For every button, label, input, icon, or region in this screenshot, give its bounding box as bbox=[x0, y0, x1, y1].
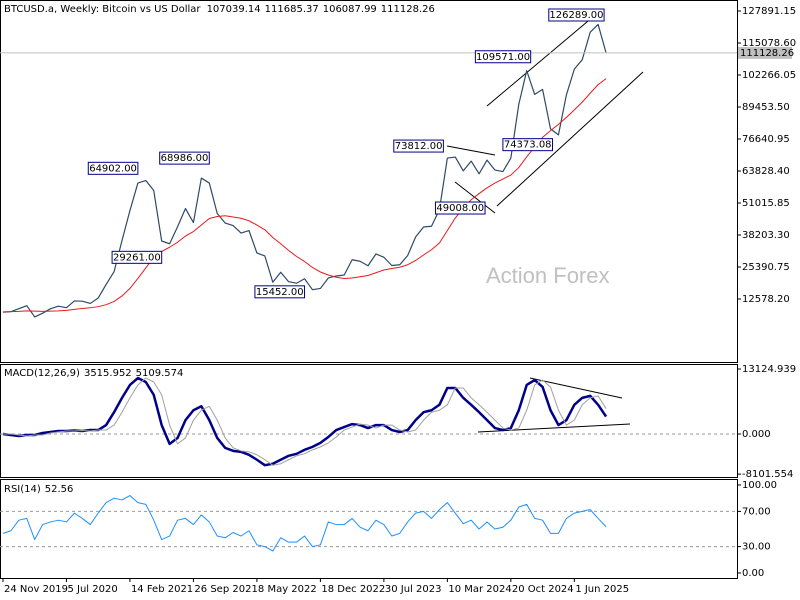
rsi-title: RSI(14) bbox=[4, 484, 41, 495]
series-group bbox=[2, 23, 607, 318]
close: 111128.26 bbox=[381, 4, 435, 15]
price-annotation: 73812.00 bbox=[395, 141, 443, 152]
series-line bbox=[2, 23, 607, 318]
price-annotation-box bbox=[159, 151, 210, 165]
channel-upper bbox=[486, 10, 601, 107]
rsi-value: 52.56 bbox=[45, 484, 74, 495]
price-annotation-box bbox=[548, 8, 605, 22]
low: 106087.99 bbox=[323, 4, 377, 15]
series-group bbox=[2, 495, 607, 552]
price-annotation-box bbox=[254, 285, 306, 299]
y-tick-label: 102266.05 bbox=[742, 70, 796, 81]
x-tick-label: 10 Mar 2024 bbox=[448, 584, 511, 595]
y-tick-label: 0.000 bbox=[742, 429, 771, 440]
x-tick-label: 8 May 2022 bbox=[258, 584, 317, 595]
series-line bbox=[2, 377, 607, 466]
x-tick-label: 30 Jul 2023 bbox=[385, 584, 442, 595]
y-tick-label: 12578.20 bbox=[742, 294, 790, 305]
y-tick-label: 115078.60 bbox=[742, 38, 796, 49]
x-tick-label: 20 Oct 2024 bbox=[512, 584, 574, 595]
y-tick-label: 25390.75 bbox=[742, 262, 790, 273]
price-label: 111128.26 bbox=[740, 48, 794, 59]
price-label-box bbox=[738, 46, 792, 59]
macd-panel bbox=[0, 364, 738, 478]
series-line bbox=[2, 495, 607, 552]
channel-lower bbox=[496, 71, 644, 207]
macd-header: MACD(12,26,9) 3515.952 5109.574 bbox=[4, 368, 183, 379]
y-tick-label: 70.00 bbox=[742, 506, 771, 517]
series-line bbox=[2, 78, 607, 313]
x-tick-label: 1 Jun 2025 bbox=[575, 584, 629, 595]
x-tick-label: 26 Sep 2021 bbox=[194, 584, 257, 595]
signal-value: 5109.574 bbox=[136, 368, 184, 379]
price-annotation: 68986.00 bbox=[161, 153, 209, 164]
y-tick-label: -8101.554 bbox=[742, 469, 793, 480]
watermark: Action Forex bbox=[486, 263, 610, 288]
price-annotation: 74373.08 bbox=[504, 140, 552, 151]
price-annotation: 49008.00 bbox=[436, 203, 484, 214]
price-annotation-box bbox=[502, 138, 554, 152]
price-annotation-box bbox=[87, 161, 139, 175]
y-tick-label: 13124.939 bbox=[742, 364, 796, 375]
high: 111685.37 bbox=[265, 4, 319, 15]
symbol-title: BTCUSD.a, Weekly: Bitcoin vs US Dollar bbox=[4, 4, 201, 15]
price-annotation: 64902.00 bbox=[89, 163, 137, 174]
series-group bbox=[2, 376, 608, 467]
macd-title: MACD(12,26,9) bbox=[4, 368, 80, 379]
rsi-header: RSI(14) 52.56 bbox=[4, 484, 73, 495]
y-tick-label: 100.00 bbox=[742, 480, 777, 491]
rsi-panel bbox=[0, 479, 738, 579]
open: 107039.14 bbox=[207, 4, 261, 15]
y-tick-label: 38203.30 bbox=[742, 230, 790, 241]
price-annotation-box bbox=[393, 139, 444, 153]
x-tick-label: 5 Jul 2020 bbox=[67, 584, 117, 595]
price-annotation: 29261.00 bbox=[113, 252, 161, 263]
triangle-upper bbox=[446, 145, 496, 156]
x-tick-label: 18 Dec 2022 bbox=[321, 584, 385, 595]
price-annotation: 15452.00 bbox=[256, 287, 304, 298]
macd-trend-upper bbox=[529, 377, 623, 399]
price-annotation-box bbox=[111, 250, 163, 264]
y-tick-label: 30.00 bbox=[742, 542, 771, 553]
price-annotation: 109571.00 bbox=[476, 52, 530, 63]
y-tick-label: 89453.50 bbox=[742, 102, 790, 113]
y-tick-label: 76640.95 bbox=[742, 134, 790, 145]
triangle-lower bbox=[454, 181, 496, 214]
y-tick-label: 0.00 bbox=[742, 568, 764, 579]
series-line bbox=[2, 376, 608, 467]
x-tick-label: 14 Feb 2021 bbox=[131, 584, 193, 595]
y-tick-label: 63828.40 bbox=[742, 166, 790, 177]
price-annotation: 126289.00 bbox=[549, 10, 603, 21]
macd-value: 3515.952 bbox=[84, 368, 132, 379]
y-tick-label: 51015.85 bbox=[742, 198, 790, 209]
price-header: BTCUSD.a, Weekly: Bitcoin vs US Dollar 10… bbox=[4, 4, 435, 15]
y-tick-label: 127891.15 bbox=[742, 6, 796, 17]
price-annotation-box bbox=[434, 201, 486, 215]
price-annotation-box bbox=[474, 50, 532, 64]
price-panel bbox=[0, 0, 738, 363]
x-tick-label: 24 Nov 2019 bbox=[4, 584, 68, 595]
